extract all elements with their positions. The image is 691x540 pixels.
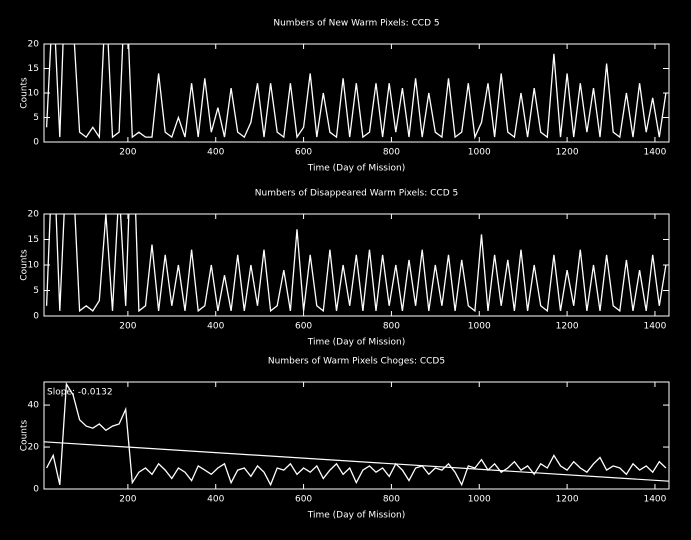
- y-axis-label: Counts: [20, 419, 30, 451]
- y-tick-label: 15: [28, 235, 39, 245]
- x-axis-label: Time (Day of Mission): [307, 511, 405, 521]
- x-tick-label: 1000: [468, 148, 491, 158]
- y-tick-label: 5: [33, 113, 39, 123]
- y-tick-label: 15: [28, 64, 39, 74]
- x-tick-label: 600: [295, 495, 312, 505]
- x-tick-label: 1000: [468, 495, 491, 505]
- y-tick-label: 0: [33, 485, 39, 495]
- x-tick-label: 1400: [643, 322, 666, 332]
- plot-area: [45, 44, 667, 140]
- x-tick-label: 400: [207, 148, 224, 158]
- panel-title: Numbers of New Warm Pixels: CCD 5: [273, 19, 439, 29]
- x-tick-label: 1200: [556, 322, 579, 332]
- x-tick-label: 1400: [643, 495, 666, 505]
- plot-area: [45, 214, 667, 313]
- plot-area: [44, 382, 669, 487]
- x-axis-label: Time (Day of Mission): [307, 338, 405, 348]
- x-tick-label: 800: [383, 148, 400, 158]
- plot-frame: [43, 213, 670, 317]
- y-tick-label: 20: [28, 210, 40, 220]
- x-axis-label: Time (Day of Mission): [307, 164, 405, 174]
- data-line: [46, 382, 667, 487]
- panel-title: Numbers of Disappeared Warm Pixels: CCD …: [255, 189, 458, 199]
- x-tick-label: 200: [119, 148, 136, 158]
- x-tick-label: 800: [383, 495, 400, 505]
- x-tick-label: 600: [295, 322, 312, 332]
- y-tick-label: 20: [28, 443, 40, 453]
- y-tick-label: 0: [33, 312, 39, 322]
- y-tick-label: 10: [28, 261, 40, 271]
- y-tick-label: 20: [28, 40, 40, 50]
- y-axis-label: Counts: [20, 249, 30, 281]
- annotation: Slope: -0.0132: [47, 388, 113, 398]
- x-tick-label: 200: [119, 322, 136, 332]
- x-tick-label: 600: [295, 148, 312, 158]
- y-tick-label: 5: [33, 286, 39, 296]
- fit-line: [44, 441, 669, 482]
- x-tick-label: 1000: [468, 322, 491, 332]
- y-tick-label: 0: [33, 138, 39, 148]
- x-tick-label: 1400: [643, 148, 666, 158]
- x-tick-label: 1200: [556, 148, 579, 158]
- x-tick-label: 200: [119, 495, 136, 505]
- data-line: [45, 214, 667, 313]
- y-axis-label: Counts: [20, 77, 30, 109]
- panel-title: Numbers of Warm Pixels Choges: CCD5: [268, 357, 445, 367]
- x-tick-label: 400: [207, 495, 224, 505]
- y-tick-label: 40: [28, 401, 40, 411]
- plot-frame: [43, 43, 670, 143]
- x-tick-label: 1200: [556, 495, 579, 505]
- x-tick-label: 800: [383, 322, 400, 332]
- x-tick-label: 400: [207, 322, 224, 332]
- plot-frame: [43, 381, 670, 490]
- data-line: [45, 44, 667, 140]
- y-tick-label: 10: [28, 89, 40, 99]
